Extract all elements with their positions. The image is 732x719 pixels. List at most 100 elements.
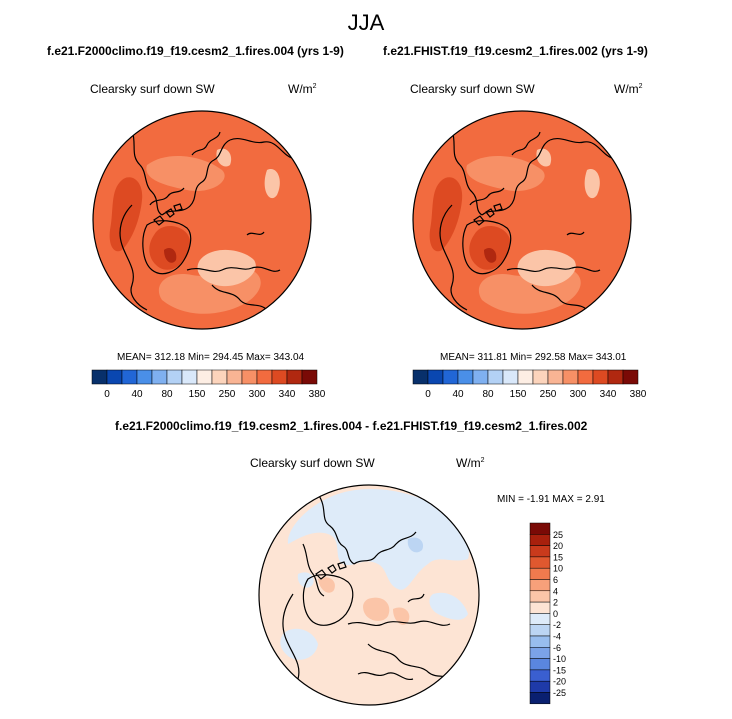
- panel-3-stats: MIN = -1.91 MAX = 2.91: [497, 494, 605, 505]
- panel-1-units: W/m2: [288, 82, 317, 96]
- panel-1-stats: MEAN= 312.18 Min= 294.45 Max= 343.04: [117, 352, 305, 363]
- colorbar-swatch: [196, 369, 213, 385]
- colorbar-swatch: [427, 369, 444, 385]
- colorbar-swatch: [151, 369, 168, 385]
- colorbar-tick-label: 380: [309, 389, 326, 400]
- colorbar-swatch: [286, 369, 303, 385]
- colorbar-swatch: [472, 369, 489, 385]
- colorbar-swatch: [301, 369, 318, 385]
- colorbar-tick-label: -10: [553, 654, 566, 664]
- colorbar-tick-label: 80: [482, 389, 494, 400]
- colorbar-tick-label: 20: [553, 541, 563, 551]
- colorbar-swatch: [529, 534, 551, 546]
- panel-1-variable: Clearsky surf down SW: [90, 82, 215, 96]
- colorbar-swatch: [529, 556, 551, 569]
- colorbar-tick-label: 0: [104, 389, 110, 400]
- colorbar-swatch: [529, 647, 551, 659]
- colorbar-swatch: [121, 369, 138, 385]
- colorbar-swatch: [241, 369, 258, 385]
- colorbar-swatch: [256, 369, 273, 385]
- colorbar-swatch: [271, 369, 288, 385]
- field-region: [466, 155, 545, 191]
- colorbar-swatch: [529, 579, 551, 592]
- colorbar-swatch: [529, 590, 551, 603]
- coastlines: [439, 129, 613, 316]
- field-region: [407, 537, 424, 553]
- colorbar-tick-label: -25: [553, 688, 566, 698]
- field-region: [363, 597, 390, 621]
- colorbar-tick-label: 25: [553, 530, 563, 540]
- colorbar-swatch: [529, 613, 551, 625]
- field-region: [393, 607, 410, 625]
- field-region: [429, 592, 468, 620]
- colorbar-swatch: [577, 369, 594, 385]
- colorbar-swatch: [529, 680, 551, 693]
- field-region: [109, 177, 143, 252]
- colorbar-swatch: [529, 567, 551, 580]
- colorbar-swatch: [592, 369, 609, 385]
- colorbar-swatch: [529, 692, 551, 705]
- colorbar-swatch: [529, 669, 551, 682]
- colorbar-swatch: [532, 369, 549, 385]
- field-region: [584, 169, 600, 199]
- colorbar-tick-label: 340: [279, 389, 296, 400]
- field-region: [469, 225, 511, 270]
- colorbar-tick-label: 380: [630, 389, 647, 400]
- field-region: [484, 248, 497, 263]
- colorbar-swatch: [166, 369, 183, 385]
- colorbar-tick-label: 340: [600, 389, 617, 400]
- colorbar-swatch: [529, 601, 551, 614]
- panel-3-variable: Clearsky surf down SW: [250, 456, 375, 470]
- panel-2-units: W/m2: [614, 82, 643, 96]
- map-border: [258, 484, 480, 706]
- panel-3-map: [258, 484, 480, 706]
- field-region: [149, 225, 191, 270]
- field-region: [280, 628, 318, 660]
- colorbar-tick-label: -2: [553, 620, 561, 630]
- colorbar-swatch: [562, 369, 579, 385]
- colorbar-tick-label: 40: [131, 389, 143, 400]
- colorbar-tick-label: 40: [452, 389, 464, 400]
- panel-1-title: f.e21.F2000climo.f19_f19.cesm2_1.fires.0…: [47, 44, 344, 58]
- colorbar-tick-label: 150: [189, 389, 206, 400]
- map-border: [92, 110, 312, 330]
- colorbar-tick-label: 0: [553, 609, 558, 619]
- colorbar-tick-label: 80: [161, 389, 173, 400]
- colorbar-swatch: [529, 658, 551, 671]
- panel-3-title: f.e21.F2000climo.f19_f19.cesm2_1.fires.0…: [115, 419, 588, 433]
- colorbar-tick-label: 300: [570, 389, 587, 400]
- colorbar-tick-label: 4: [553, 586, 558, 596]
- panel-1-colorbar: 0 40 80 150 250 300 340 380: [91, 369, 326, 400]
- colorbar-tick-label: 0: [425, 389, 431, 400]
- colorbar-tick-label: 6: [553, 575, 558, 585]
- colorbar-swatch: [547, 369, 564, 385]
- colorbar-swatch: [502, 369, 519, 385]
- colorbar-swatch: [517, 369, 534, 385]
- colorbar-tick-label: 300: [249, 389, 266, 400]
- panel-2-stats: MEAN= 311.81 Min= 292.58 Max= 343.01: [440, 352, 627, 363]
- colorbar-swatch: [412, 369, 429, 385]
- field-region: [264, 169, 280, 199]
- page-title: JJA: [347, 10, 385, 35]
- colorbar-swatch: [442, 369, 459, 385]
- colorbar-swatch: [529, 545, 551, 558]
- panel-2-variable: Clearsky surf down SW: [410, 82, 535, 96]
- coastlines: [119, 129, 293, 316]
- colorbar-tick-label: 2: [553, 598, 558, 608]
- colorbar-tick-label: 150: [510, 389, 527, 400]
- colorbar-tick-label: 10: [553, 564, 563, 574]
- colorbar-tick-label: 250: [219, 389, 236, 400]
- colorbar-swatch: [607, 369, 624, 385]
- field-region: [164, 248, 177, 263]
- field-region: [287, 489, 469, 590]
- field-region: [318, 577, 335, 593]
- panel-3-units: W/m2: [456, 456, 485, 470]
- field-region: [146, 155, 225, 191]
- coastlines: [282, 493, 455, 681]
- colorbar-tick-label: -20: [553, 677, 566, 687]
- colorbar-swatch: [529, 624, 551, 637]
- colorbar-swatch: [529, 522, 551, 535]
- colorbar-swatch: [226, 369, 243, 385]
- colorbar-swatch: [529, 635, 551, 648]
- colorbar-swatch: [181, 369, 198, 385]
